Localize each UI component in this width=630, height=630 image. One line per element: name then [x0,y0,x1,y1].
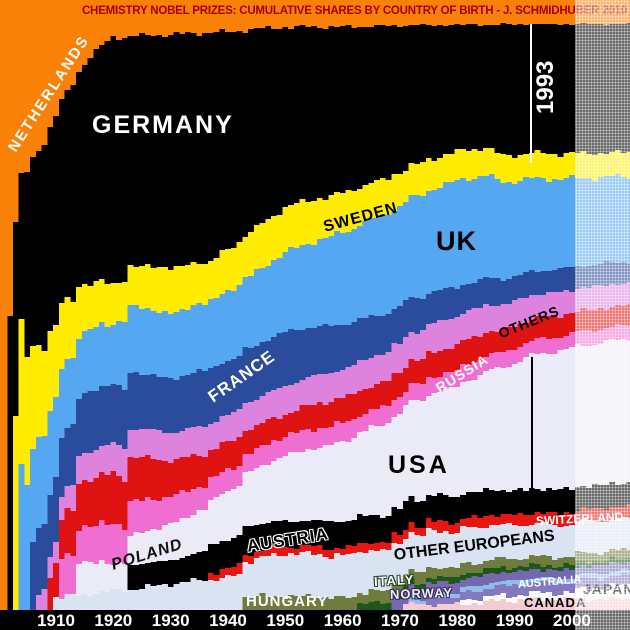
band-label-italy: ITALY [373,571,415,589]
x-tick-1920: 1920 [94,611,133,630]
band-canada [0,597,630,610]
x-tick-1960: 1960 [323,611,362,630]
x-tick-1940: 1940 [209,611,247,630]
title-bar: CHEMISTRY NOBEL PRIZES: CUMULATIVE SHARE… [0,0,630,22]
x-tick-1930: 1930 [151,611,190,630]
x-tick-1980: 1980 [438,611,477,630]
annotation-label-1993: 1993 [532,60,559,114]
chart-title: CHEMISTRY NOBEL PRIZES: CUMULATIVE SHARE… [81,5,627,17]
x-tick-1950: 1950 [266,611,305,630]
band-label-norway: NORWAY [389,584,454,602]
band-label-hungary: HUNGARY [246,592,329,610]
fade-overlay-2000s [574,0,630,630]
band-label-uk: UK [436,225,477,256]
annotation-line-1993-upper [530,24,532,163]
x-axis-bar: 1910 1920 1930 1940 1950 1960 1970 1980 1990 2000 [0,610,630,630]
band-label-usa: USA [388,450,450,479]
x-tick-1970: 1970 [381,611,419,630]
x-tick-1990: 1990 [495,611,534,630]
streamgraph-areas [0,22,630,610]
band-label-canada: CANADA [524,594,587,610]
annotation-line-1993-lower [531,357,533,500]
band-label-germany: GERMANY [92,110,234,139]
x-tick-1910: 1910 [37,611,75,630]
